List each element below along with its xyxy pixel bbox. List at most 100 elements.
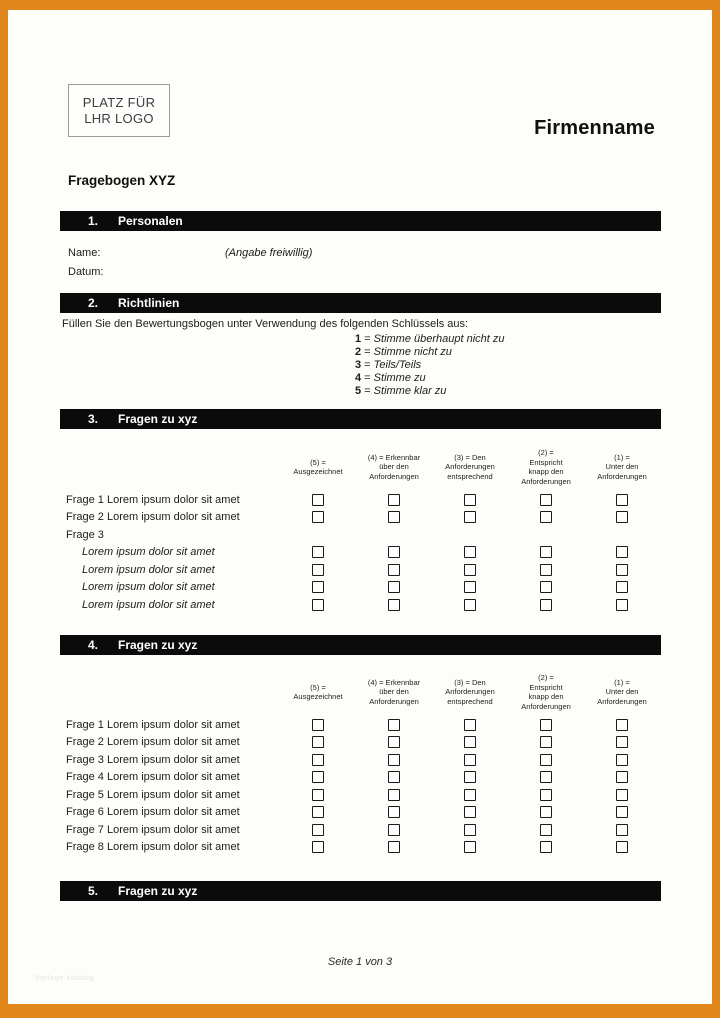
rating-checkbox[interactable] <box>388 546 400 559</box>
question-label: Frage 3 <box>66 528 104 541</box>
rating-checkbox[interactable] <box>616 563 628 576</box>
rating-checkbox[interactable] <box>388 753 400 766</box>
rating-checkbox[interactable] <box>388 736 400 749</box>
question-label: Lorem ipsum dolor sit amet <box>82 546 215 559</box>
rating-cell <box>280 581 356 594</box>
rating-checkbox[interactable] <box>312 511 324 524</box>
rating-cell <box>432 771 508 784</box>
rating-checkbox[interactable] <box>464 753 476 766</box>
rating-checkbox[interactable] <box>540 511 552 524</box>
rating-checkbox[interactable] <box>312 823 324 836</box>
rating-checkbox[interactable] <box>464 581 476 594</box>
rating-checkbox[interactable] <box>616 493 628 506</box>
rating-checkbox[interactable] <box>312 598 324 611</box>
rating-cell <box>508 493 584 506</box>
question-label: Frage 1 Lorem ipsum dolor sit amet <box>66 493 240 506</box>
rating-checkbox[interactable] <box>388 841 400 854</box>
rating-checkbox[interactable] <box>616 806 628 819</box>
rating-cell <box>280 736 356 749</box>
rating-checkbox[interactable] <box>540 736 552 749</box>
rating-checkbox[interactable] <box>540 841 552 854</box>
rating-checkbox[interactable] <box>312 806 324 819</box>
rating-cell <box>432 753 508 766</box>
rating-cell <box>432 806 508 819</box>
rating-cell <box>280 563 356 576</box>
rating-checkbox[interactable] <box>464 598 476 611</box>
rating-checkbox[interactable] <box>540 823 552 836</box>
rating-cell <box>508 511 584 524</box>
rating-checkbox[interactable] <box>464 511 476 524</box>
rating-checkbox[interactable] <box>540 718 552 731</box>
rating-checkbox[interactable] <box>540 546 552 559</box>
rating-checkbox[interactable] <box>312 581 324 594</box>
rating-checkbox[interactable] <box>540 771 552 784</box>
rating-checkbox[interactable] <box>540 563 552 576</box>
rating-cell <box>280 598 356 611</box>
rating-checkbox[interactable] <box>312 718 324 731</box>
rating-cell <box>356 771 432 784</box>
rating-checkbox[interactable] <box>616 581 628 594</box>
rating-cell <box>584 736 660 749</box>
rating-checkbox[interactable] <box>388 493 400 506</box>
rating-cell <box>432 563 508 576</box>
rating-checkbox[interactable] <box>616 771 628 784</box>
rating-cell <box>508 788 584 801</box>
rating-cell <box>584 788 660 801</box>
rating-checkbox[interactable] <box>312 788 324 801</box>
rating-checkbox[interactable] <box>464 493 476 506</box>
rating-cell <box>508 598 584 611</box>
rating-cell <box>432 788 508 801</box>
rating-checkbox[interactable] <box>464 563 476 576</box>
rating-checkbox[interactable] <box>616 753 628 766</box>
rating-checkbox[interactable] <box>464 771 476 784</box>
rating-checkbox[interactable] <box>464 841 476 854</box>
rating-checkbox[interactable] <box>540 581 552 594</box>
rating-checkbox[interactable] <box>312 736 324 749</box>
question-rows: Frage 1 Lorem ipsum dolor sit amet Frage … <box>60 716 661 856</box>
rating-checkbox[interactable] <box>540 598 552 611</box>
form-field-row: Datum: <box>68 266 628 285</box>
rating-checkbox[interactable] <box>312 546 324 559</box>
question-row: Frage 4 Lorem ipsum dolor sit amet <box>60 769 661 787</box>
rating-checkbox[interactable] <box>312 753 324 766</box>
rating-checkbox[interactable] <box>616 788 628 801</box>
rating-checkbox[interactable] <box>388 718 400 731</box>
rating-column-header: (4) = Erkennbar über den Anforderungen <box>367 452 421 481</box>
rating-checkbox[interactable] <box>616 736 628 749</box>
rating-checkbox[interactable] <box>616 598 628 611</box>
rating-checkbox[interactable] <box>312 563 324 576</box>
form-title: Fragebogen XYZ <box>68 173 176 188</box>
rating-checkbox[interactable] <box>388 823 400 836</box>
rating-checkbox[interactable] <box>616 718 628 731</box>
rating-checkbox[interactable] <box>312 771 324 784</box>
rating-checkbox[interactable] <box>388 563 400 576</box>
rating-checkbox[interactable] <box>312 841 324 854</box>
rating-checkbox[interactable] <box>464 546 476 559</box>
rating-checkbox[interactable] <box>388 806 400 819</box>
rating-checkbox[interactable] <box>616 823 628 836</box>
rating-checkbox[interactable] <box>540 806 552 819</box>
field-label: Datum: <box>68 265 104 278</box>
rating-checkbox[interactable] <box>388 771 400 784</box>
rating-checkbox[interactable] <box>312 493 324 506</box>
rating-cell <box>584 806 660 819</box>
rating-checkbox[interactable] <box>540 753 552 766</box>
rating-checkbox[interactable] <box>464 718 476 731</box>
rating-checkbox[interactable] <box>388 511 400 524</box>
rating-checkbox[interactable] <box>464 823 476 836</box>
rating-checkbox[interactable] <box>616 841 628 854</box>
rating-cell <box>508 823 584 836</box>
question-row: Frage 2 Lorem ipsum dolor sit amet <box>60 509 661 527</box>
rating-checkbox[interactable] <box>464 736 476 749</box>
rating-checkbox[interactable] <box>540 788 552 801</box>
rating-checkbox[interactable] <box>464 806 476 819</box>
rating-checkbox[interactable] <box>464 788 476 801</box>
rating-checkbox[interactable] <box>540 493 552 506</box>
rating-checkbox[interactable] <box>616 511 628 524</box>
rating-checkbox[interactable] <box>388 598 400 611</box>
rating-cell <box>584 598 660 611</box>
rating-checkbox[interactable] <box>388 581 400 594</box>
rating-checkbox[interactable] <box>388 788 400 801</box>
rating-checkbox[interactable] <box>616 546 628 559</box>
